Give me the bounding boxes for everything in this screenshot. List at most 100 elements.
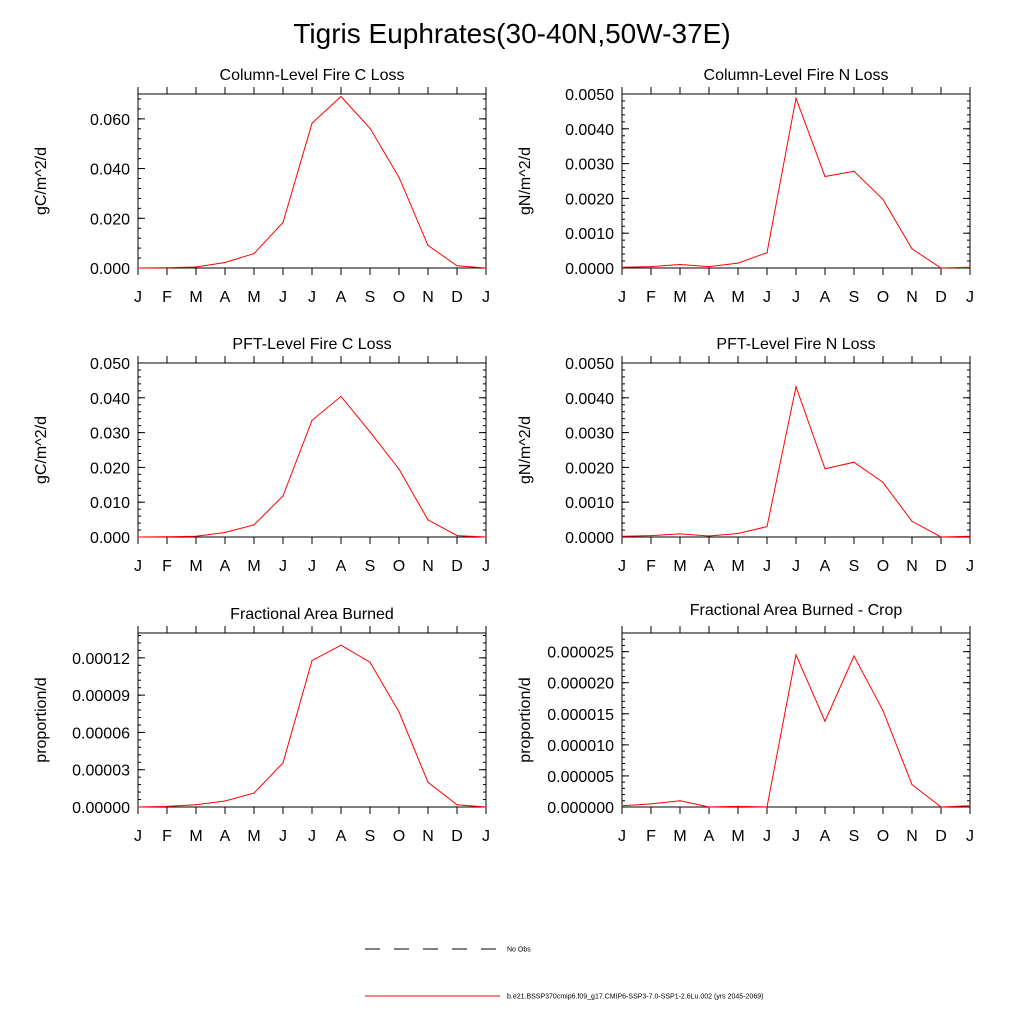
panel-3-y-tick-label: 0.030: [90, 426, 130, 443]
panel-2-data-point: [853, 170, 855, 172]
panel-5-y-axis-label: proportion/d: [33, 677, 50, 762]
panel-2-series-line: [621, 96, 971, 269]
panel-6-data-point: [882, 710, 884, 712]
panel-2-y-tick-label: 0.0020: [565, 191, 614, 208]
panel-5-data-point: [340, 644, 342, 646]
panel-2-y-tick-label: 0.0050: [565, 87, 614, 104]
panel-2-x-tick-label: O: [877, 289, 889, 306]
panel-6-x-tick-label: J: [966, 828, 974, 845]
panel-2-x-tick-label: A: [704, 289, 715, 306]
panel-3-x-tick-label: O: [393, 558, 405, 575]
panel-6-series-line: [621, 653, 971, 808]
panel-5-frame: [137, 632, 487, 808]
panel-1-data-point: [311, 122, 313, 124]
panel-6-y-tick-label: 0.000005: [547, 769, 614, 786]
panel-1-data-point: [166, 267, 168, 269]
panel-3-data-point: [427, 519, 429, 521]
panel-3-y-tick-label: 0.050: [90, 356, 130, 373]
panel-2-x-tick-label: A: [820, 289, 831, 306]
panel-1-data-point: [253, 252, 255, 255]
panel-5-data-point: [137, 806, 139, 808]
panel-4-x-tick-label: D: [935, 558, 947, 575]
panel-6-y-tick-label: 0.000020: [547, 676, 614, 693]
panel-6-data-point: [940, 806, 942, 808]
panel-2-y-tick-label: 0.0010: [565, 226, 614, 243]
panel-4-y-axis-label: gN/m^2/d: [517, 416, 534, 484]
panel-6-x-tick-label: J: [618, 828, 626, 845]
panel-3-y-tick-label: 0.040: [90, 391, 130, 408]
panel-1-y-tick-label: 0.000: [90, 261, 130, 278]
panel-3-data-point: [485, 536, 487, 538]
panel-6-y-tick-label: 0.000025: [547, 645, 614, 662]
panel-4-data-point: [911, 520, 913, 522]
panel-4-x-tick-label: M: [673, 558, 686, 575]
panel-6-x-tick-label: M: [731, 828, 744, 845]
panel-5-data-point: [166, 805, 168, 807]
panel-6-title: Fractional Area Burned - Crop: [690, 602, 903, 619]
panel-5-series-line: [137, 644, 487, 808]
panel-3-x-tick-label: J: [279, 558, 287, 575]
panel-1-y-axis-label: gC/m^2/d: [33, 147, 50, 215]
panel-6-data-point: [766, 806, 768, 808]
panel-3-x-tick-label: J: [482, 558, 490, 575]
panel-3-data-point: [166, 536, 168, 538]
panel-6-y-tick-label: 0.000010: [547, 738, 614, 755]
panel-5-data-point: [485, 806, 487, 808]
panel-4-data-point: [795, 386, 797, 388]
panel-2-data-point: [882, 198, 884, 201]
panel-3-x-tick-label: F: [162, 558, 172, 575]
panel-5-y-tick-label: 0.00006: [72, 725, 130, 742]
panel-5-data-point: [282, 762, 284, 764]
panel-4-title: PFT-Level Fire N Loss: [716, 336, 875, 353]
panel-3-x-tick-label: D: [451, 558, 463, 575]
panel-5-x-tick-label: J: [482, 828, 490, 845]
panel-1-y-tick-label: 0.060: [90, 112, 130, 129]
panel-5-x-tick-label: S: [365, 828, 376, 845]
panel-3-data-point: [311, 419, 313, 422]
panel-2-data-point: [679, 263, 681, 266]
panel-5-x-tick-label: J: [134, 828, 142, 845]
panel-2-x-tick-label: J: [618, 289, 626, 306]
panel-3-x-tick-label: M: [247, 558, 260, 575]
panel-6-data-point: [853, 655, 855, 657]
panel-6-data-point: [679, 800, 681, 802]
panel-4-data-point: [766, 525, 768, 528]
panel-6-data-point: [737, 805, 739, 807]
panel-3-y-tick-label: 0.020: [90, 460, 130, 477]
panel-2-y-tick-label: 0.0000: [565, 261, 614, 278]
panel-5-x-tick-label: M: [189, 828, 202, 845]
panel-1-data-point: [224, 261, 226, 264]
panel-2-x-tick-label: M: [673, 289, 686, 306]
panel-3-data-point: [340, 395, 342, 398]
panel-2-frame: [621, 93, 971, 269]
panel-6-y-axis-label: proportion/d: [517, 677, 534, 762]
panel-3-data-point: [253, 524, 255, 526]
panel-5-x-tick-label: F: [162, 828, 172, 845]
panel-2-x-tick-label: S: [849, 289, 860, 306]
panel-4-data-point: [882, 481, 884, 483]
panel-4-x-tick-label: S: [849, 558, 860, 575]
panel-4-x-tick-label: J: [618, 558, 626, 575]
panel-3-data-point: [369, 431, 371, 433]
panel-1-title: Column-Level Fire C Loss: [220, 67, 405, 84]
panel-3-y-axis-label: gC/m^2/d: [33, 416, 50, 484]
panel-1-x-tick-label: M: [247, 289, 260, 306]
panel-3-x-tick-label: M: [189, 558, 202, 575]
panel-4-series-line: [621, 384, 971, 538]
panel-1-x-tick-label: J: [279, 289, 287, 306]
panel-6-x-tick-label: A: [820, 828, 831, 845]
panel-1-data-point: [340, 95, 342, 98]
panel-4-data-point: [853, 461, 855, 463]
panel-2-x-tick-label: D: [935, 289, 947, 306]
panel-2-y-tick-label: 0.0030: [565, 157, 614, 174]
panel-6-x-tick-label: A: [704, 828, 715, 845]
panel-3-x-tick-label: N: [422, 558, 434, 575]
panel-4-data-point: [679, 533, 681, 535]
panel-1-frame: [137, 93, 487, 269]
panel-4-x-tick-label: A: [704, 558, 715, 575]
panel-6-x-tick-label: J: [763, 828, 771, 845]
panel-6-y-tick-label: 0.000000: [547, 800, 614, 817]
panel-6-x-tick-label: O: [877, 828, 889, 845]
panel-6-data-point: [969, 805, 971, 807]
